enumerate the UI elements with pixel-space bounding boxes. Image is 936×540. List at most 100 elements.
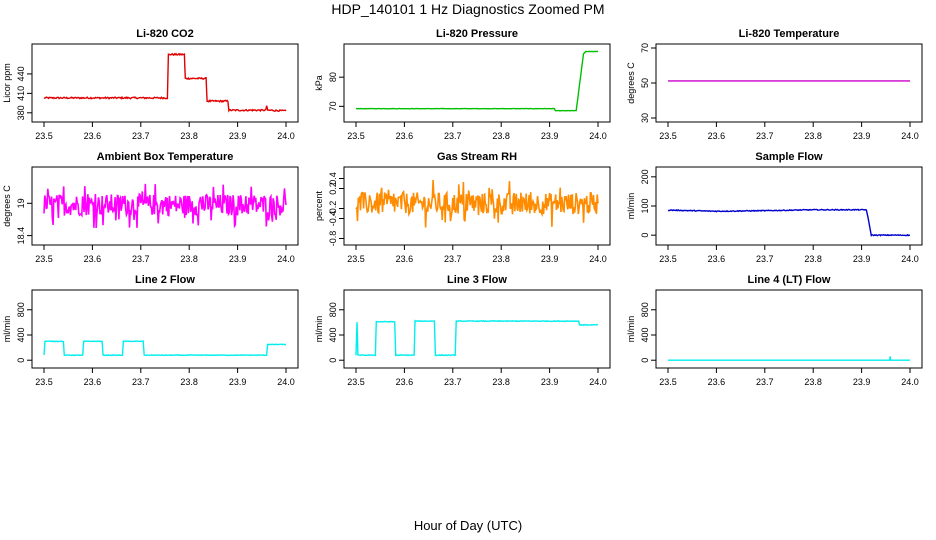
panel-title: Sample Flow: [755, 151, 823, 163]
plot-frame: [655, 43, 923, 123]
y-axis-label: degrees C: [626, 62, 636, 104]
x-tick-label: 23.6: [84, 377, 102, 387]
x-tick-label: 23.8: [180, 377, 198, 387]
series-line-1: [355, 319, 599, 357]
x-tick-label: 24.0: [901, 254, 919, 264]
x-tick-label: 23.8: [180, 254, 198, 264]
y-tick-label: -0.8: [328, 231, 338, 247]
y-tick-label: 70: [640, 43, 650, 53]
y-tick-label: -0.4: [328, 211, 338, 227]
x-tick-label: 23.6: [396, 377, 414, 387]
y-tick-label: 800: [640, 302, 650, 317]
x-tick-label: 23.7: [132, 131, 150, 141]
x-tick-label: 23.6: [708, 254, 726, 264]
y-tick-label: 400: [328, 327, 338, 342]
x-tick-label: 23.6: [84, 254, 102, 264]
x-tick-label: 23.5: [35, 131, 53, 141]
x-tick-label: 23.5: [659, 131, 677, 141]
series-line-1: [43, 183, 287, 229]
plot-frame: [343, 166, 611, 246]
x-tick-label: 23.5: [659, 254, 677, 264]
x-tick-label: 24.0: [901, 131, 919, 141]
x-tick-label: 23.8: [492, 377, 510, 387]
x-tick-label: 23.8: [804, 131, 822, 141]
y-tick-label: 100: [640, 198, 650, 213]
x-tick-label: 23.9: [853, 131, 871, 141]
x-tick-label: 23.5: [35, 254, 53, 264]
x-tick-label: 23.7: [132, 377, 150, 387]
x-tick-label: 23.5: [35, 377, 53, 387]
x-tick-label: 23.8: [180, 131, 198, 141]
panel-5: Gas Stream RH 23.5 23.6 23.7 23.8 23.9 24.0 -0.…: [314, 151, 611, 264]
x-tick-label: 23.5: [347, 254, 365, 264]
panel-title: Ambient Box Temperature: [97, 151, 234, 163]
y-tick-label: 400: [640, 327, 650, 342]
x-tick-label: 24.0: [589, 254, 607, 264]
x-tick-label: 23.9: [229, 254, 247, 264]
figure-title: HDP_140101 1 Hz Diagnostics Zoomed PM: [331, 1, 605, 17]
x-tick-label: 23.7: [132, 254, 150, 264]
x-tick-label: 23.6: [396, 254, 414, 264]
x-tick-label: 23.8: [492, 254, 510, 264]
x-tick-label: 24.0: [277, 131, 295, 141]
y-tick-label: 0: [640, 233, 650, 238]
y-axis-label: Licor ppm: [2, 63, 12, 103]
x-tick-label: 23.9: [541, 254, 559, 264]
x-tick-label: 23.6: [708, 377, 726, 387]
series-line-1: [43, 52, 287, 113]
y-tick-label: 0.2: [328, 182, 338, 195]
y-axis-label: ml/min: [314, 316, 324, 343]
x-tick-label: 23.6: [84, 131, 102, 141]
y-tick-label: 0.4: [328, 172, 338, 185]
panel-title: Gas Stream RH: [437, 151, 517, 163]
plot-frame: [31, 43, 299, 123]
panel-title: Li-820 Temperature: [739, 28, 840, 40]
x-tick-label: 24.0: [277, 377, 295, 387]
y-tick-label: 0: [16, 358, 26, 363]
y-axis-label: ml/min: [626, 316, 636, 343]
series-line-1: [43, 340, 286, 357]
y-tick-label: 30: [640, 113, 650, 123]
panel-3: Li-820 Temperature 23.5 23.6 23.7 23.8 23.9 24…: [626, 28, 923, 141]
x-tick-label: 23.9: [541, 131, 559, 141]
x-tick-label: 23.7: [444, 131, 462, 141]
x-tick-label: 23.8: [804, 377, 822, 387]
panel-8: Line 3 Flow 23.5 23.6 23.7 23.8 23.9 24.0 0 400 8…: [314, 274, 611, 387]
y-tick-label: 0: [328, 358, 338, 363]
x-tick-label: 23.8: [804, 254, 822, 264]
x-tick-label: 23.8: [492, 131, 510, 141]
x-tick-label: 23.5: [347, 131, 365, 141]
y-tick-label: 400: [16, 327, 26, 342]
panel-6: Sample Flow 23.5 23.6 23.7 23.8 23.9 24.0 0 100 2…: [626, 151, 923, 264]
y-tick-label: 70: [328, 101, 338, 111]
x-tick-label: 24.0: [589, 377, 607, 387]
x-tick-label: 23.7: [756, 254, 774, 264]
y-tick-label: 410: [16, 86, 26, 101]
x-tick-label: 23.7: [756, 377, 774, 387]
x-tick-label: 24.0: [901, 377, 919, 387]
x-tick-label: 23.9: [229, 377, 247, 387]
panel-9: Line 4 (LT) Flow 23.5 23.6 23.7 23.8 23.9 24.0…: [626, 274, 923, 387]
panel-title: Li-820 Pressure: [436, 28, 518, 40]
y-tick-label: 19: [16, 198, 26, 208]
y-tick-label: 800: [328, 302, 338, 317]
x-tick-label: 23.7: [444, 377, 462, 387]
panel-title: Line 3 Flow: [447, 274, 507, 286]
y-tick-label: 200: [640, 169, 650, 184]
x-tick-label: 23.5: [659, 377, 677, 387]
x-tick-label: 23.9: [853, 254, 871, 264]
plot-frame: [343, 289, 611, 369]
y-tick-label: 0: [640, 358, 650, 363]
y-tick-label: 18.4: [16, 227, 26, 245]
plot-frame: [343, 43, 611, 123]
series-line-1: [668, 356, 910, 361]
y-axis-label: degrees C: [2, 185, 12, 227]
y-tick-label: -0.2: [328, 201, 338, 217]
y-tick-label: 80: [328, 72, 338, 82]
panel-1: Li-820 CO2 23.5 23.6 23.7 23.8 23.9 24.0 380 410…: [2, 28, 299, 141]
y-axis-label: ml/min: [2, 316, 12, 343]
panel-4: Ambient Box Temperature 23.5 23.6 23.7 23.8 2…: [2, 151, 299, 264]
series-line-1: [355, 179, 599, 228]
x-tick-label: 23.9: [853, 377, 871, 387]
